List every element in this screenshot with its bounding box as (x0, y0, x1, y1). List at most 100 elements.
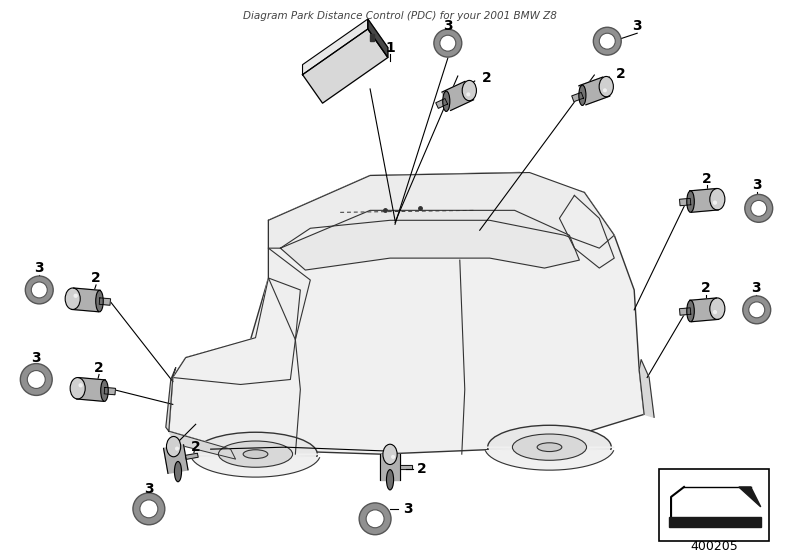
Text: 3: 3 (34, 261, 44, 275)
Polygon shape (690, 189, 718, 212)
FancyBboxPatch shape (659, 469, 769, 541)
Ellipse shape (710, 189, 725, 210)
Circle shape (359, 503, 391, 535)
Polygon shape (370, 34, 374, 41)
Polygon shape (679, 308, 691, 315)
Text: 3: 3 (751, 281, 761, 295)
Circle shape (440, 35, 456, 51)
Polygon shape (169, 172, 644, 454)
Polygon shape (190, 454, 320, 477)
Text: 3: 3 (31, 351, 41, 365)
Ellipse shape (101, 380, 108, 402)
Polygon shape (669, 487, 754, 509)
Circle shape (31, 282, 47, 298)
Text: 3: 3 (403, 502, 413, 516)
Polygon shape (485, 447, 614, 470)
Polygon shape (166, 367, 176, 431)
Polygon shape (169, 431, 235, 459)
Ellipse shape (218, 441, 293, 467)
Ellipse shape (488, 425, 611, 469)
Circle shape (20, 363, 52, 395)
Ellipse shape (462, 81, 477, 101)
Ellipse shape (70, 377, 86, 399)
Text: 2: 2 (701, 281, 711, 295)
Polygon shape (269, 172, 614, 248)
Polygon shape (669, 517, 761, 527)
Circle shape (391, 455, 395, 459)
Ellipse shape (599, 77, 614, 97)
Text: 2: 2 (702, 171, 712, 185)
Ellipse shape (537, 443, 562, 451)
Polygon shape (302, 19, 368, 74)
Circle shape (140, 500, 158, 518)
Polygon shape (436, 99, 447, 108)
Polygon shape (572, 92, 583, 101)
Polygon shape (173, 278, 300, 385)
Circle shape (594, 27, 622, 55)
Ellipse shape (442, 91, 450, 111)
Circle shape (603, 88, 607, 92)
Text: Diagram Park Distance Control (PDC) for your 2001 BMW Z8: Diagram Park Distance Control (PDC) for … (243, 11, 557, 21)
Text: 2: 2 (94, 361, 104, 375)
Ellipse shape (174, 461, 182, 482)
Ellipse shape (65, 288, 80, 310)
Text: 3: 3 (144, 482, 154, 496)
Polygon shape (368, 19, 388, 58)
Ellipse shape (383, 444, 397, 465)
Polygon shape (442, 81, 474, 110)
Polygon shape (639, 360, 654, 417)
Polygon shape (559, 195, 614, 268)
Ellipse shape (386, 470, 394, 490)
Circle shape (434, 29, 462, 57)
Ellipse shape (243, 450, 268, 459)
Polygon shape (302, 29, 388, 103)
Circle shape (175, 446, 179, 451)
Polygon shape (72, 288, 101, 312)
Polygon shape (281, 211, 579, 270)
Circle shape (74, 293, 78, 298)
Text: 2: 2 (191, 440, 201, 454)
Text: 2: 2 (91, 271, 101, 285)
Polygon shape (104, 388, 115, 395)
Ellipse shape (96, 290, 103, 312)
Polygon shape (99, 298, 110, 305)
Polygon shape (163, 445, 188, 473)
Circle shape (599, 33, 615, 49)
Circle shape (366, 510, 384, 528)
Polygon shape (579, 77, 610, 105)
Text: 1: 1 (385, 41, 395, 55)
Text: 2: 2 (616, 67, 626, 81)
Text: 2: 2 (482, 71, 491, 85)
Circle shape (78, 383, 82, 388)
Circle shape (745, 194, 773, 222)
Polygon shape (739, 487, 761, 507)
Polygon shape (269, 248, 310, 340)
Text: 2: 2 (417, 462, 426, 476)
Circle shape (713, 200, 717, 205)
Circle shape (743, 296, 770, 324)
Ellipse shape (166, 436, 181, 457)
Polygon shape (380, 454, 400, 480)
Text: 400205: 400205 (690, 540, 738, 553)
Polygon shape (77, 377, 106, 402)
Ellipse shape (513, 434, 586, 460)
Ellipse shape (686, 300, 694, 322)
Circle shape (713, 310, 717, 314)
Polygon shape (400, 465, 412, 469)
Ellipse shape (686, 191, 694, 212)
Polygon shape (679, 198, 691, 206)
Text: 3: 3 (443, 19, 453, 33)
Polygon shape (690, 298, 718, 322)
Circle shape (26, 276, 54, 304)
Circle shape (749, 302, 765, 318)
Circle shape (27, 371, 46, 389)
Circle shape (750, 200, 766, 216)
Ellipse shape (710, 298, 725, 319)
Ellipse shape (579, 85, 586, 105)
Circle shape (133, 493, 165, 525)
Text: 3: 3 (752, 179, 762, 193)
Text: 3: 3 (632, 19, 642, 33)
Circle shape (466, 92, 470, 96)
Polygon shape (186, 453, 198, 459)
Ellipse shape (194, 432, 318, 476)
